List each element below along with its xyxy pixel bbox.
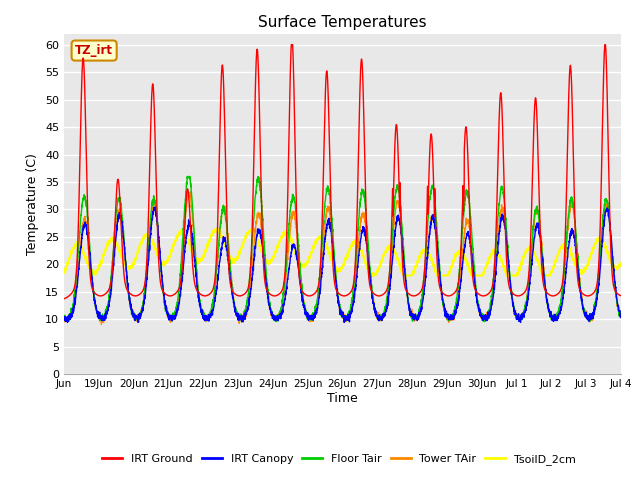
X-axis label: Time: Time (327, 392, 358, 405)
Legend: IRT Ground, IRT Canopy, Floor Tair, Tower TAir, TsoilD_2cm: IRT Ground, IRT Canopy, Floor Tair, Towe… (98, 450, 580, 469)
Title: Surface Temperatures: Surface Temperatures (258, 15, 427, 30)
Y-axis label: Temperature (C): Temperature (C) (26, 153, 40, 255)
Text: TZ_irt: TZ_irt (75, 44, 113, 57)
